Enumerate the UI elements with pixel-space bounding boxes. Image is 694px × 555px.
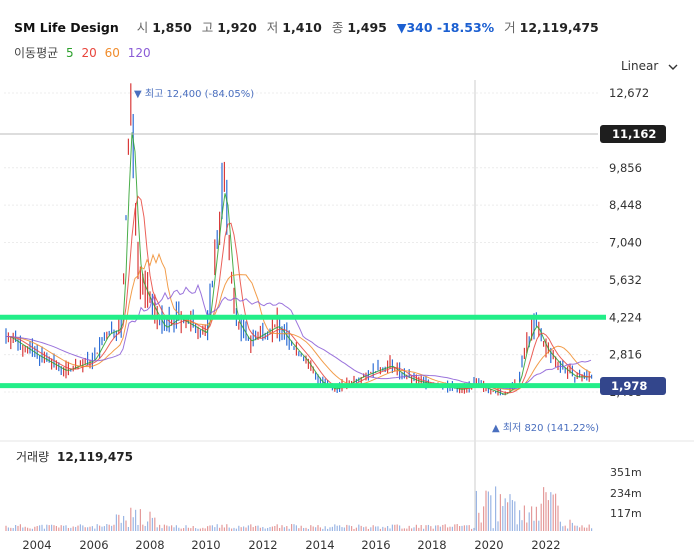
low-value: 1,410 — [282, 20, 322, 35]
ma-5[interactable]: 5 — [66, 46, 74, 60]
price-tick-label: 12,672 — [609, 86, 649, 100]
volume-panel-label: 거래량 — [16, 450, 49, 464]
moving-average-legend: 이동평균 5 20 60 120 — [14, 44, 151, 61]
change-value: ▼340 -18.53% — [396, 20, 495, 35]
year-tick-label: 2016 — [361, 538, 390, 552]
stock-header: SM Life Design 시 1,850 고 1,920 저 1,410 종… — [14, 17, 599, 36]
high-annotation: ▼ 최고 12,400 (-84.05%) — [134, 88, 254, 100]
high-value: 1,920 — [217, 20, 257, 35]
volume-panel-value: 12,119,475 — [57, 450, 133, 464]
high-label: 고 — [201, 20, 214, 35]
year-tick-label: 2004 — [22, 538, 51, 552]
year-tick-label: 2022 — [531, 538, 560, 552]
volume-tick-234m: 234m — [610, 487, 642, 500]
year-tick-label: 2014 — [305, 538, 334, 552]
volume-value: 12,119,475 — [519, 20, 599, 35]
ma-20[interactable]: 20 — [81, 46, 97, 60]
price-tick-label: 5,632 — [609, 273, 642, 287]
price-tick-label: 8,448 — [609, 198, 642, 212]
ma-line-5 — [6, 132, 591, 395]
ma-line-60 — [6, 252, 592, 391]
current-price-badge: 1,978 — [600, 377, 666, 395]
time-axis: 2004 2006 2008 2010 2012 2014 2016 2018 2020 2022 — [22, 538, 560, 552]
ma-label: 이동평균 — [14, 46, 59, 60]
ma-120[interactable]: 120 — [127, 46, 151, 60]
low-label: 저 — [266, 20, 279, 35]
current-price-value: 1,978 — [611, 379, 647, 393]
price-tick-label: 4,224 — [609, 310, 642, 324]
crosshair-value: 11,162 — [612, 127, 656, 141]
scale-toggle-button[interactable]: Linear — [621, 59, 678, 73]
ma-60[interactable]: 60 — [104, 46, 120, 60]
close-label: 종 — [331, 20, 344, 35]
open-value: 1,850 — [152, 20, 192, 35]
year-tick-label: 2008 — [135, 538, 164, 552]
price-tick-label: 2,816 — [609, 348, 642, 362]
open-label: 시 — [136, 20, 149, 35]
price-tick-label: 9,856 — [609, 161, 642, 175]
volume-tick-117m: 117m — [610, 507, 642, 520]
low-annotation: ▲ 최저 820 (141.22%) — [492, 422, 599, 434]
close-value: 1,495 — [347, 20, 387, 35]
scale-toggle-label: Linear — [621, 59, 659, 73]
volume-tick-351m: 351m — [610, 466, 642, 479]
volume-bars — [5, 486, 593, 531]
year-tick-label: 2018 — [417, 538, 446, 552]
year-tick-label: 2020 — [474, 538, 503, 552]
price-bars — [5, 83, 593, 396]
year-tick-label: 2006 — [79, 538, 108, 552]
chevron-down-icon — [668, 64, 678, 70]
ma-line-20 — [6, 195, 592, 394]
crosshair-value-badge: 11,162 — [600, 125, 666, 143]
support-lines — [0, 314, 606, 389]
price-tick-label: 7,040 — [609, 236, 642, 250]
volume-label: 거 — [504, 20, 516, 35]
stock-name: SM Life Design — [14, 20, 119, 35]
year-tick-label: 2010 — [191, 538, 220, 552]
year-tick-label: 2012 — [248, 538, 277, 552]
